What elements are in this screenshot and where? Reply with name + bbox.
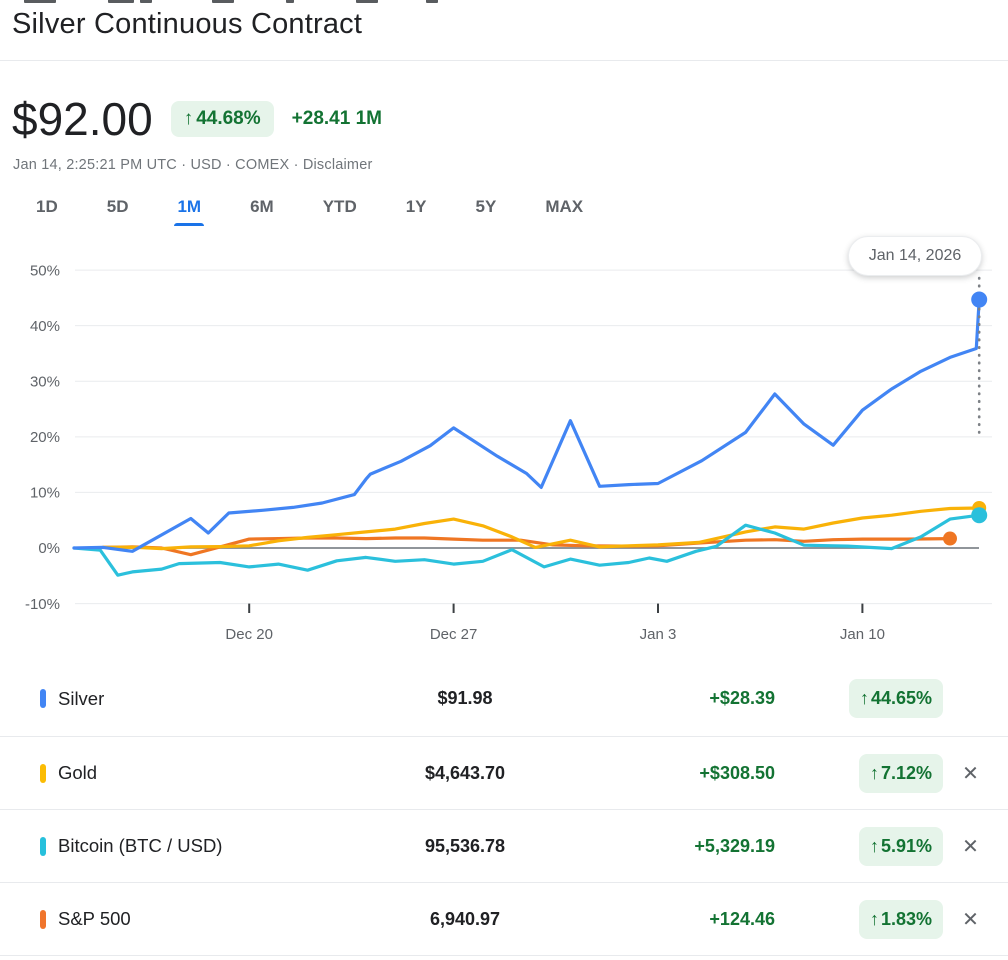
percent-value: 5.91%: [880, 835, 932, 856]
current-price: $92.00: [12, 93, 153, 145]
up-arrow-icon: ↑: [869, 762, 879, 783]
tab-1d[interactable]: 1D: [36, 197, 58, 216]
tab-max[interactable]: MAX: [545, 197, 584, 216]
tab-1y[interactable]: 1Y: [405, 197, 427, 216]
chart-canvas: 50% 40% 30% 20% 10% 0% -10% Dec 20 Dec 27 Jan 3 Ja…: [25, 262, 992, 643]
comparison-line-chart[interactable]: 50% 40% 30% 20% 10% 0% -10% Dec 20 Dec 27 Jan 3 Ja…: [0, 235, 1008, 655]
series-line-silver: [72, 298, 981, 553]
x-axis-label: Dec 27: [430, 626, 478, 643]
comparison-table: Silver $91.98 +$28.39 ↑ 44.65% Gold $4,64…: [0, 661, 1008, 956]
gold-series-marker: [40, 763, 46, 783]
percent-value: 1.83%: [880, 908, 932, 929]
up-arrow-icon: ↑: [859, 688, 869, 708]
quote-summary: $92.00 ↑ 44.68% +28.41 1M: [12, 92, 382, 146]
instrument-name: Silver: [58, 687, 105, 709]
tab-ytd[interactable]: YTD: [322, 197, 357, 216]
table-row[interactable]: S&P 500 6,940.97 +124.46 ↑ 1.83% ✕: [0, 883, 1008, 956]
percent-badge: ↑ 7.12%: [858, 753, 943, 793]
instrument-value: $4,643.70: [424, 762, 506, 783]
tab-6m[interactable]: 6M: [250, 197, 274, 216]
y-axis-label: 50%: [30, 262, 60, 279]
series-end-dot: [971, 507, 988, 524]
instrument-change: +124.46: [709, 908, 775, 929]
timestamp-exchange-text: Jan 14, 2:25:21 PM UTC · USD · COMEX ·: [13, 157, 303, 173]
instrument-name: Bitcoin (BTC / USD): [58, 835, 223, 856]
tab-5d[interactable]: 5D: [106, 197, 129, 216]
percent-badge: ↑ 1.83%: [858, 899, 943, 939]
series-line-gold: [101, 506, 981, 551]
instrument-change: +$308.50: [699, 762, 775, 783]
series-end-dot: [943, 531, 957, 546]
time-range-tabs: 1D 5D 1M 6M YTD 1Y 5Y MAX: [36, 197, 583, 226]
instrument-name: Gold: [58, 762, 98, 783]
percent-badge: ↑ 5.91%: [858, 826, 943, 866]
table-row[interactable]: Gold $4,643.70 +$308.50 ↑ 7.12% ✕: [0, 737, 1008, 810]
page-title: Silver Continuous Contract: [12, 8, 363, 40]
instrument-change: +$28.39: [709, 688, 775, 708]
remove-comparison-button[interactable]: ✕: [962, 908, 979, 931]
silver-series-marker: [40, 689, 46, 708]
x-axis-label: Dec 20: [225, 626, 273, 643]
x-axis-label: Jan 10: [840, 626, 885, 643]
instrument-value: $91.98: [437, 688, 493, 708]
up-arrow-icon: ↑: [869, 835, 879, 856]
up-arrow-icon: ↑: [869, 908, 879, 929]
remove-comparison-button[interactable]: ✕: [962, 835, 979, 858]
tab-5y[interactable]: 5Y: [475, 197, 497, 216]
percent-change-badge: ↑ 44.68%: [170, 101, 274, 137]
table-row[interactable]: Silver $91.98 +$28.39 ↑ 44.65%: [0, 661, 1008, 737]
y-axis-label: 0%: [38, 540, 60, 557]
up-arrow-icon: ↑: [183, 108, 194, 129]
sp500-series-marker: [40, 909, 46, 929]
absolute-change: +28.41 1M: [291, 108, 382, 129]
y-axis-label: 40%: [30, 318, 60, 335]
percent-value: 7.12%: [880, 762, 932, 783]
tab-1m[interactable]: 1M: [174, 197, 204, 226]
instrument-change: +5,329.19: [694, 835, 775, 856]
percent-value: 44.65%: [870, 688, 932, 708]
header-divider: [0, 60, 1008, 61]
remove-comparison-button[interactable]: ✕: [962, 762, 979, 785]
instrument-name: S&P 500: [58, 908, 131, 929]
table-row[interactable]: Bitcoin (BTC / USD) 95,536.78 +5,329.19 …: [0, 810, 1008, 883]
y-axis-label: 10%: [30, 485, 60, 502]
y-axis-label: -10%: [25, 596, 60, 613]
chart-date-tooltip: Jan 14, 2026: [848, 236, 982, 276]
y-axis-label: 20%: [30, 429, 60, 446]
quote-caption: Jan 14, 2:25:21 PM UTC · USD · COMEX · D…: [13, 157, 373, 173]
x-axis-label: Jan 3: [640, 626, 677, 643]
y-axis-label: 30%: [30, 373, 60, 390]
percent-change-value: 44.68%: [196, 108, 261, 129]
disclaimer-link[interactable]: Disclaimer: [302, 157, 373, 173]
series-line-bitcoin-btc-usd-: [72, 513, 981, 577]
instrument-value: 6,940.97: [429, 908, 501, 929]
instrument-value: 95,536.78: [424, 835, 506, 856]
series-end-dot: [971, 291, 988, 308]
percent-badge: ↑ 44.65%: [848, 679, 943, 718]
bitcoin-series-marker: [40, 836, 46, 856]
